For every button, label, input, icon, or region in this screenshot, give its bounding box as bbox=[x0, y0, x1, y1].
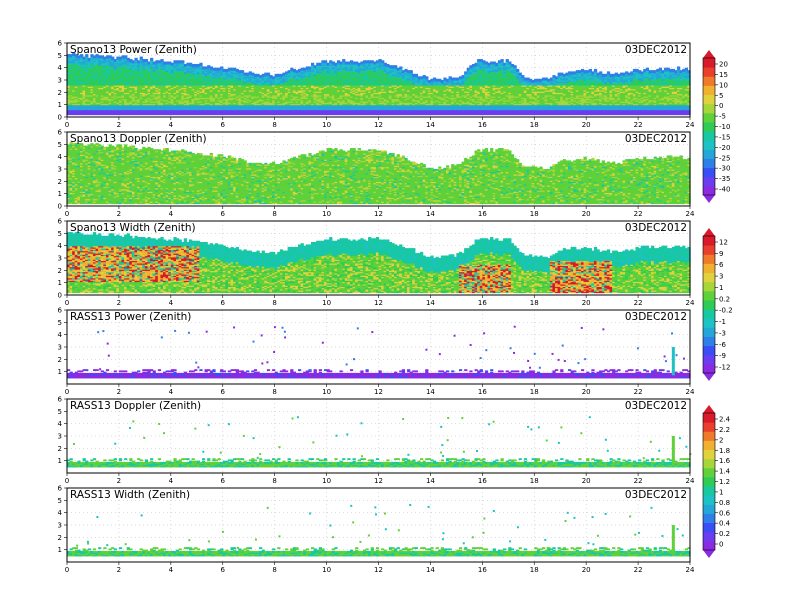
heatmap-cell bbox=[140, 57, 143, 59]
heatmap-cell bbox=[160, 59, 163, 61]
heatmap-cell bbox=[342, 59, 345, 61]
heatmap-cell bbox=[267, 73, 270, 75]
heatmap-cell bbox=[324, 60, 327, 62]
heatmap-cell bbox=[199, 63, 202, 65]
heatmap-cell bbox=[181, 60, 184, 62]
heatmap-cell bbox=[241, 70, 244, 72]
heatmap-cell bbox=[134, 58, 137, 60]
heatmap-cell bbox=[220, 66, 223, 68]
heatmap-cell bbox=[311, 63, 314, 65]
heatmap-cell bbox=[150, 58, 153, 60]
heatmap-cell bbox=[111, 57, 114, 59]
heatmap-cells bbox=[67, 53, 691, 115]
heatmap-cell bbox=[145, 59, 148, 61]
